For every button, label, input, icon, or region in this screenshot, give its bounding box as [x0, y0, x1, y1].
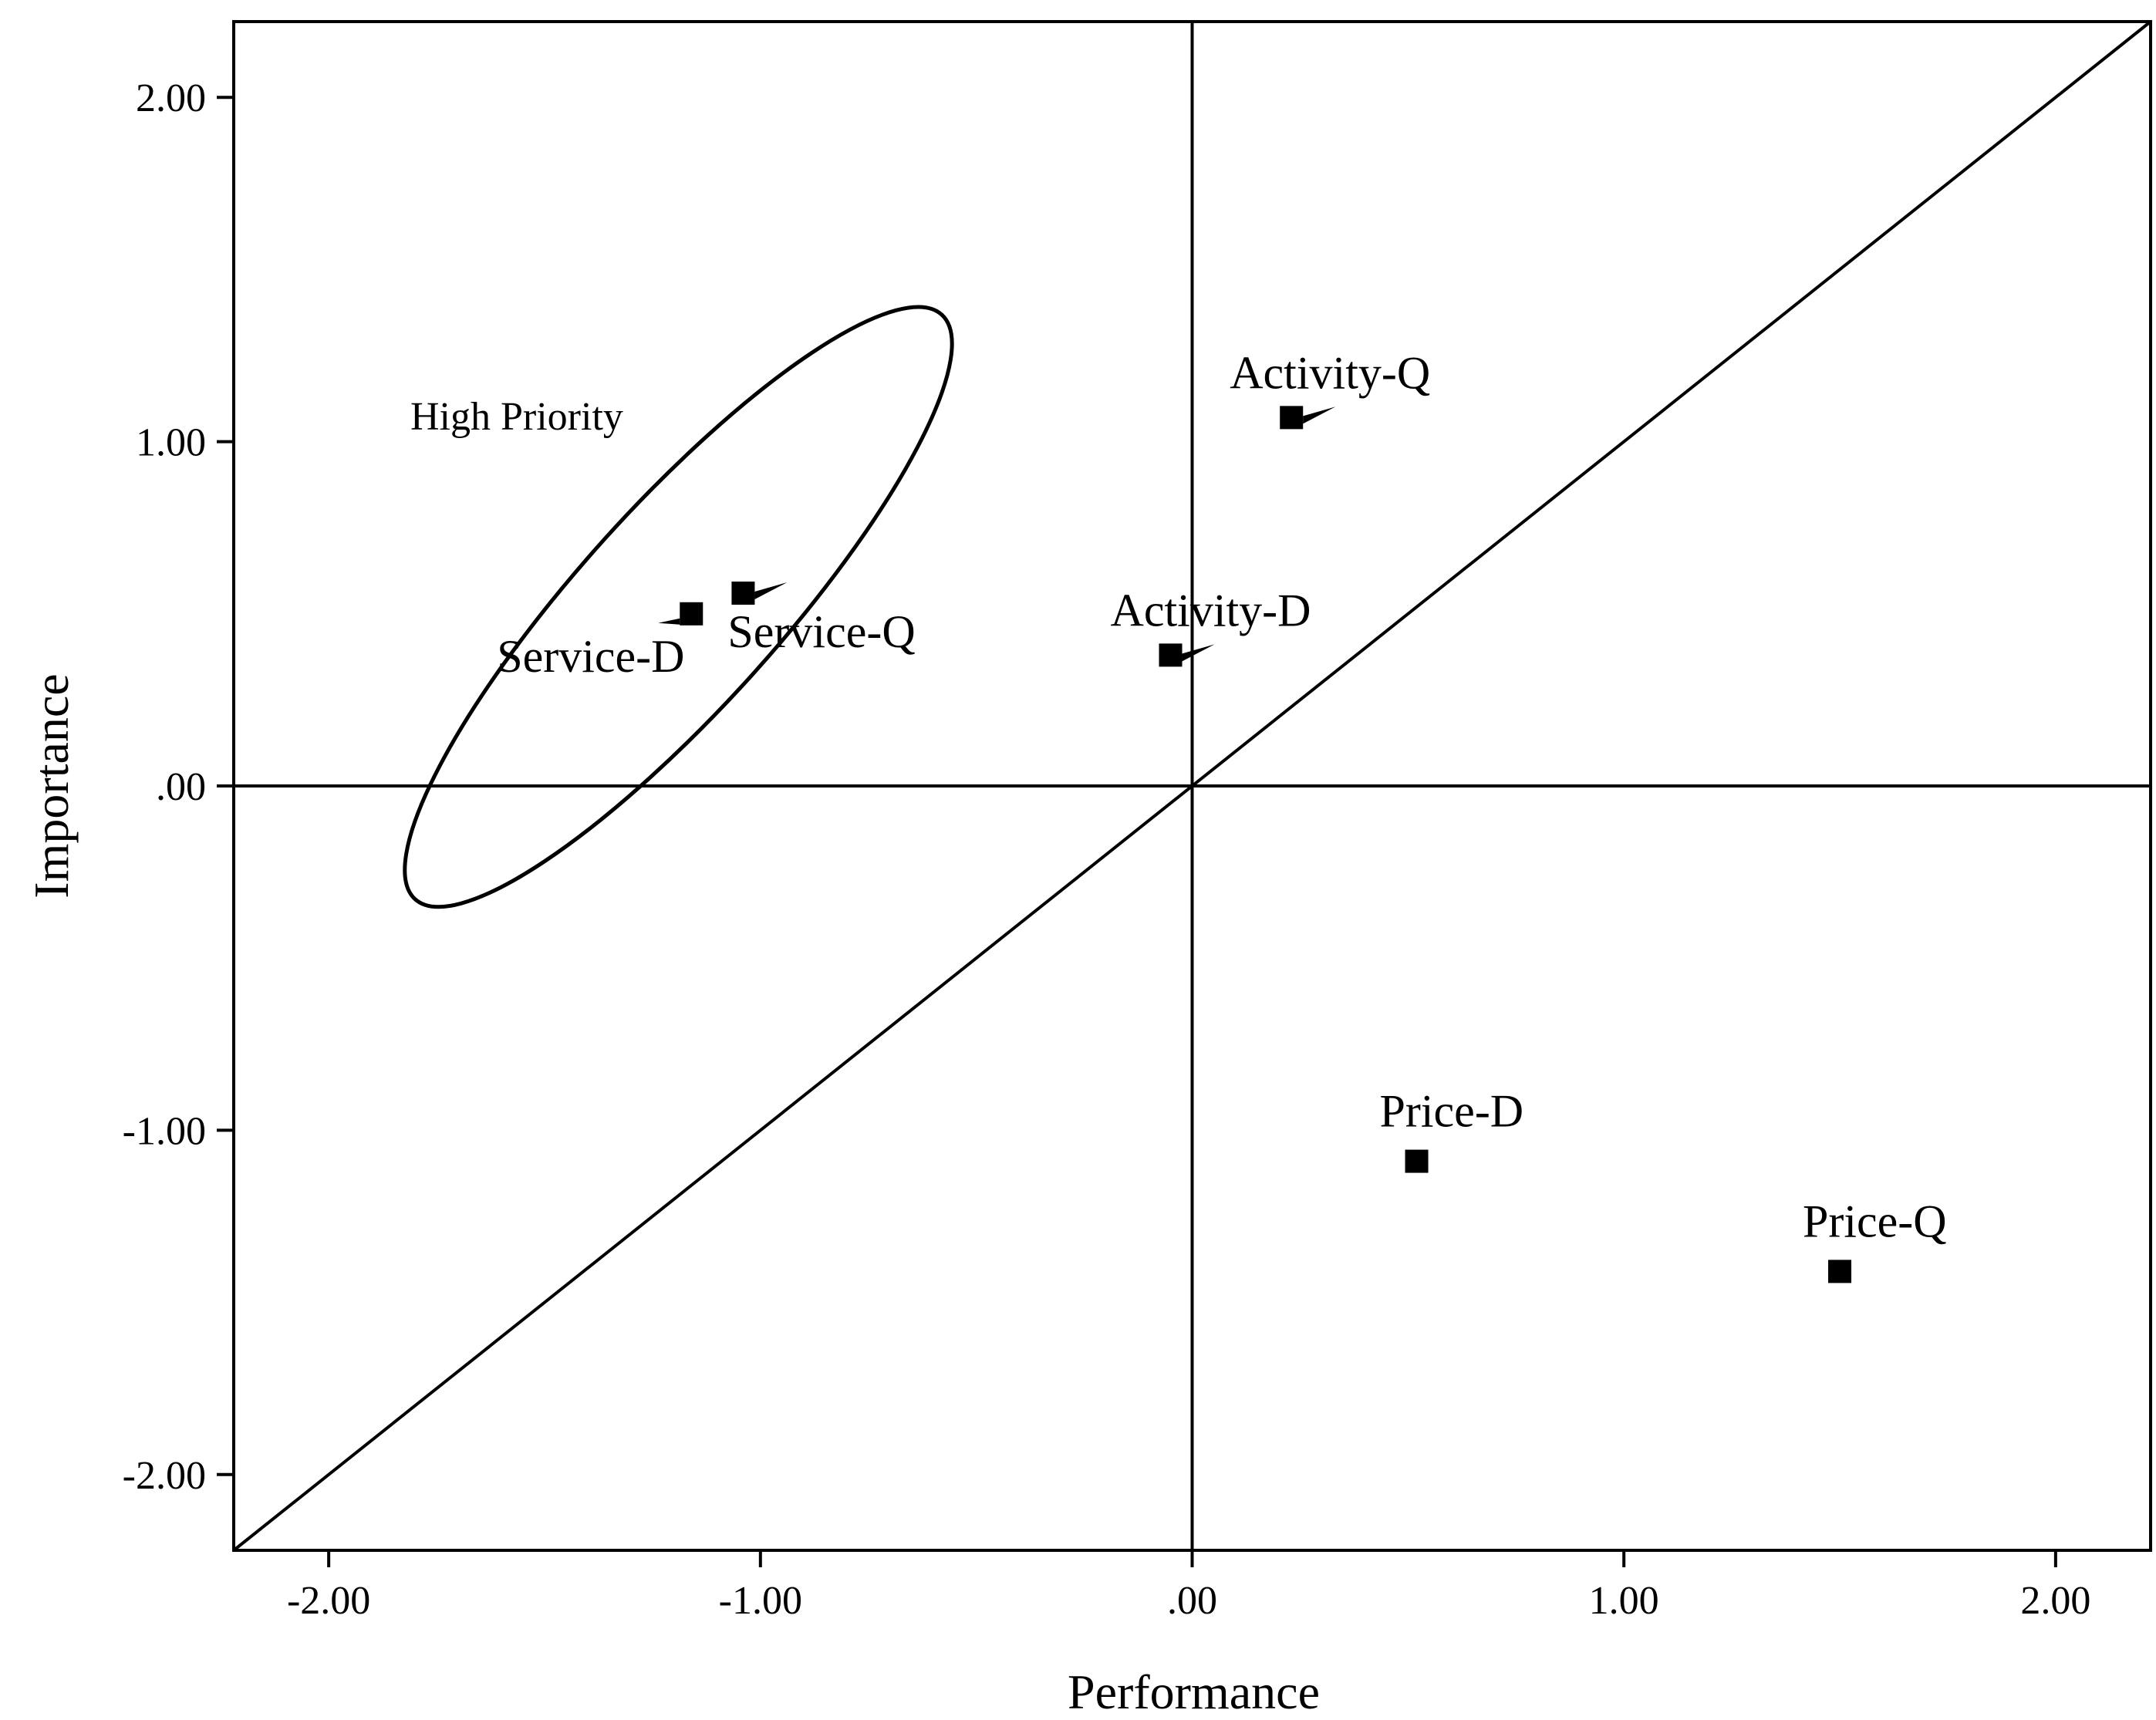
y-axis-title: Importance — [24, 673, 79, 898]
data-point-marker — [731, 582, 755, 605]
label-leader — [1303, 406, 1336, 424]
y-tick-label: -1.00 — [123, 1109, 206, 1153]
x-tick-label: .00 — [1167, 1579, 1217, 1623]
y-tick-label: .00 — [156, 765, 206, 809]
diagonal-reference-line — [232, 20, 2152, 1552]
data-point-label: Service-D — [497, 631, 684, 682]
data-point-label: Price-Q — [1803, 1196, 1947, 1246]
data-point-label: Service-Q — [727, 606, 915, 657]
data-points: Activity-Q Activity-D Service-D Service-Q Pr… — [497, 347, 1947, 1283]
data-point-label: Activity-Q — [1230, 347, 1430, 398]
annotation-layer: High Priority — [403, 305, 954, 909]
data-point-marker — [1828, 1260, 1852, 1283]
label-leader — [1182, 644, 1215, 662]
reference-lines — [232, 20, 2152, 1552]
data-point-label: Price-D — [1380, 1086, 1524, 1137]
y-tick-label: 1.00 — [136, 421, 206, 465]
y-axis-ticks: 2.00 1.00 .00 -1.00 -2.00 — [123, 76, 234, 1498]
x-tick-label: -2.00 — [287, 1579, 370, 1623]
x-axis-title: Performance — [1068, 1664, 1320, 1719]
label-leader — [754, 582, 788, 600]
y-tick-label: 2.00 — [136, 76, 206, 120]
x-tick-label: 2.00 — [2020, 1579, 2090, 1623]
high-priority-ellipse — [403, 305, 954, 909]
data-point-label: Activity-D — [1111, 585, 1311, 636]
x-tick-label: 1.00 — [1589, 1579, 1659, 1623]
data-point-marker — [1159, 643, 1183, 667]
data-point-marker — [1280, 406, 1304, 430]
data-point-marker — [1405, 1149, 1429, 1173]
label-leader — [658, 618, 680, 625]
high-priority-label: High Priority — [410, 395, 623, 439]
data-point-marker — [680, 602, 703, 626]
x-tick-label: -1.00 — [719, 1579, 802, 1623]
y-tick-label: -2.00 — [123, 1454, 206, 1498]
x-axis-ticks: -2.00 -1.00 .00 1.00 2.00 — [287, 1550, 2090, 1623]
